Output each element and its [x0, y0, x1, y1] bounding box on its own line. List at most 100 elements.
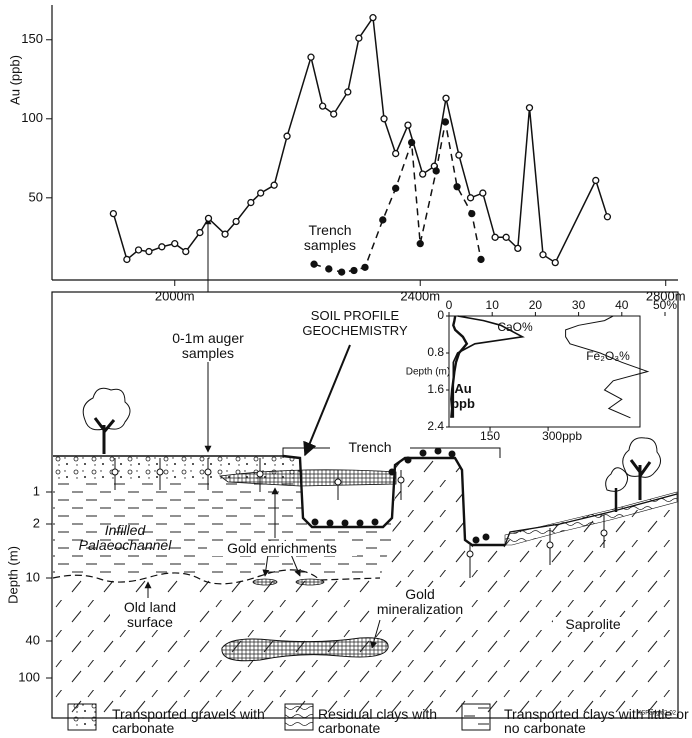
diagram [435, 448, 442, 455]
diagram [46, 492, 52, 678]
diagram [483, 534, 490, 541]
diagram [547, 542, 553, 548]
diagram [205, 469, 211, 475]
diagram [312, 519, 319, 526]
diagram [257, 471, 263, 477]
gold-enrichments-label: Gold enrichments [207, 541, 357, 556]
point [136, 247, 142, 253]
point [409, 140, 415, 146]
legend-entry: Transported clays with little or no carb… [504, 707, 689, 735]
point [417, 241, 423, 247]
series-label: CaO% [497, 320, 533, 334]
depth-axis-label: Depth (m) [5, 546, 20, 604]
point [515, 245, 521, 251]
point [258, 190, 264, 196]
gold-mineralization-label: Gold mineralization [370, 587, 470, 617]
point [110, 211, 116, 217]
point [124, 256, 130, 262]
point [311, 261, 317, 267]
point [480, 190, 486, 196]
y-tick-label: 100 [21, 110, 43, 125]
point [222, 231, 228, 237]
diagram [372, 519, 379, 526]
legend-entry: Residual clays with carbonate [318, 707, 443, 735]
diagram [389, 469, 396, 476]
point [351, 268, 357, 274]
point [370, 15, 376, 21]
y-tick-label: 0.8 [427, 345, 444, 359]
x-tick-label: 0 [446, 298, 453, 312]
trench-samples-label: Trench samples [290, 223, 370, 253]
legend-icons [68, 704, 96, 730]
diagram [157, 469, 163, 475]
point [393, 151, 399, 157]
diagram [467, 551, 473, 557]
depth-tick-label: 10 [26, 569, 40, 584]
legend-icons [285, 704, 313, 730]
x-tick-label: 20 [529, 298, 543, 312]
y-tick-label: 0 [437, 308, 444, 322]
auger-label: 0-1m auger samples [163, 331, 253, 361]
point [604, 214, 610, 220]
diagram [473, 537, 480, 544]
point [393, 185, 399, 191]
diagram [335, 479, 341, 485]
point [271, 182, 277, 188]
x-tick-label: 2000m [155, 288, 195, 303]
palaeochannel-label: Infilled Palaeochannel [75, 523, 175, 553]
inset-y-label: Depth (m) [406, 367, 450, 378]
x2-tick-label: 300ppb [542, 429, 582, 443]
soil-profile-label: SOIL PROFILE GEOCHEMISTRY [285, 308, 425, 338]
diagram [601, 530, 607, 536]
point [469, 211, 475, 217]
y-tick-label: 2.4 [427, 419, 444, 433]
point [593, 177, 599, 183]
x-tick-label: 50% [653, 298, 677, 312]
point [339, 269, 345, 275]
point [478, 256, 484, 262]
y-axis-label: Au (ppb) [7, 55, 22, 105]
point [420, 171, 426, 177]
series-label: Au ppb [450, 381, 476, 411]
x-tick-label: 40 [615, 298, 629, 312]
y-tick-label: 50 [29, 189, 43, 204]
point [433, 168, 439, 174]
point [206, 215, 212, 221]
depth-tick-label: 2 [33, 515, 40, 530]
point [345, 89, 351, 95]
diagram [296, 579, 324, 585]
point [381, 116, 387, 122]
diagram [405, 457, 412, 464]
point [442, 119, 448, 125]
diagram [449, 451, 456, 458]
legend-icons [462, 704, 490, 730]
series-label: Fe₂O₃% [586, 349, 630, 363]
x2-tick-label: 150 [480, 429, 500, 443]
x-tick-label: 2400m [400, 288, 440, 303]
diagram [420, 450, 427, 457]
point [380, 217, 386, 223]
point [320, 103, 326, 109]
point [503, 234, 509, 240]
point [492, 234, 498, 240]
point [248, 200, 254, 206]
saprolite-label: Saprolite [553, 617, 633, 632]
old-land-surface-label: Old land surface [110, 600, 190, 630]
point [540, 252, 546, 258]
diagram [327, 520, 334, 527]
diagram [253, 579, 277, 585]
x-tick-label: 10 [486, 298, 500, 312]
point [308, 54, 314, 60]
inset-frame [449, 316, 640, 427]
page: Au geochemistry and soil profile body { … [0, 0, 692, 738]
diagram [357, 520, 364, 527]
trench-label: Trench [330, 440, 410, 455]
diagram [46, 218, 678, 718]
point [183, 249, 189, 255]
point [456, 152, 462, 158]
point [146, 249, 152, 255]
point [197, 230, 203, 236]
point [284, 133, 290, 139]
y-tick-label: 1.6 [427, 382, 444, 396]
point [331, 111, 337, 117]
